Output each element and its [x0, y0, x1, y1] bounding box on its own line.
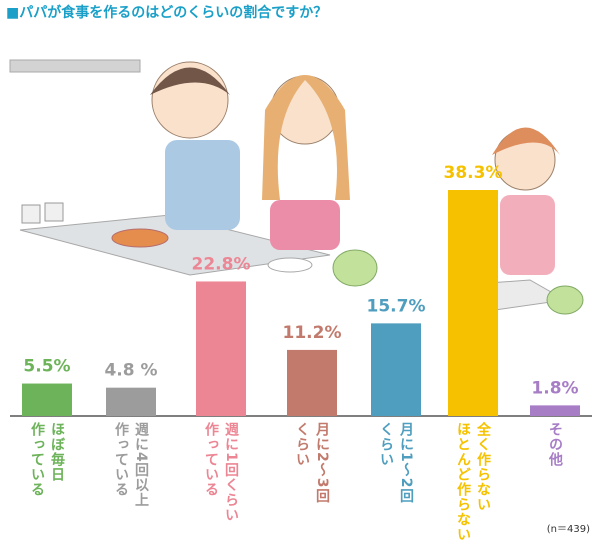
value-label: 38.3%	[444, 163, 503, 183]
bar	[106, 387, 156, 416]
bar	[287, 349, 337, 416]
category-label: 全く作らない ほとんど作らない	[455, 422, 491, 542]
value-label: 5.5%	[23, 357, 70, 377]
illustration	[9, 59, 584, 315]
value-label: 15.7%	[367, 296, 426, 316]
value-label: 4.8 %	[104, 361, 157, 381]
bar	[530, 405, 580, 416]
value-label: 1.8%	[531, 378, 578, 398]
category-label: 週に4回以上 作っている	[113, 422, 149, 508]
bar	[196, 281, 246, 416]
value-label: 22.8%	[192, 254, 251, 274]
category-label: 週に1回くらい 作っている	[203, 422, 239, 523]
category-label: 月に2〜3回 くらい	[294, 422, 330, 504]
category-label: 月に1〜2回 くらい	[378, 422, 414, 504]
bar	[22, 383, 72, 416]
chart-title: ■パパが食事を作るのはどのくらいの割合ですか？	[6, 4, 327, 21]
category-label: その他	[547, 422, 563, 467]
bar	[448, 190, 498, 416]
sample-note: (n＝439)	[547, 524, 590, 535]
bar	[371, 323, 421, 416]
value-label: 11.2%	[283, 323, 342, 343]
category-label: ほぼ毎日 作っている	[29, 422, 65, 497]
